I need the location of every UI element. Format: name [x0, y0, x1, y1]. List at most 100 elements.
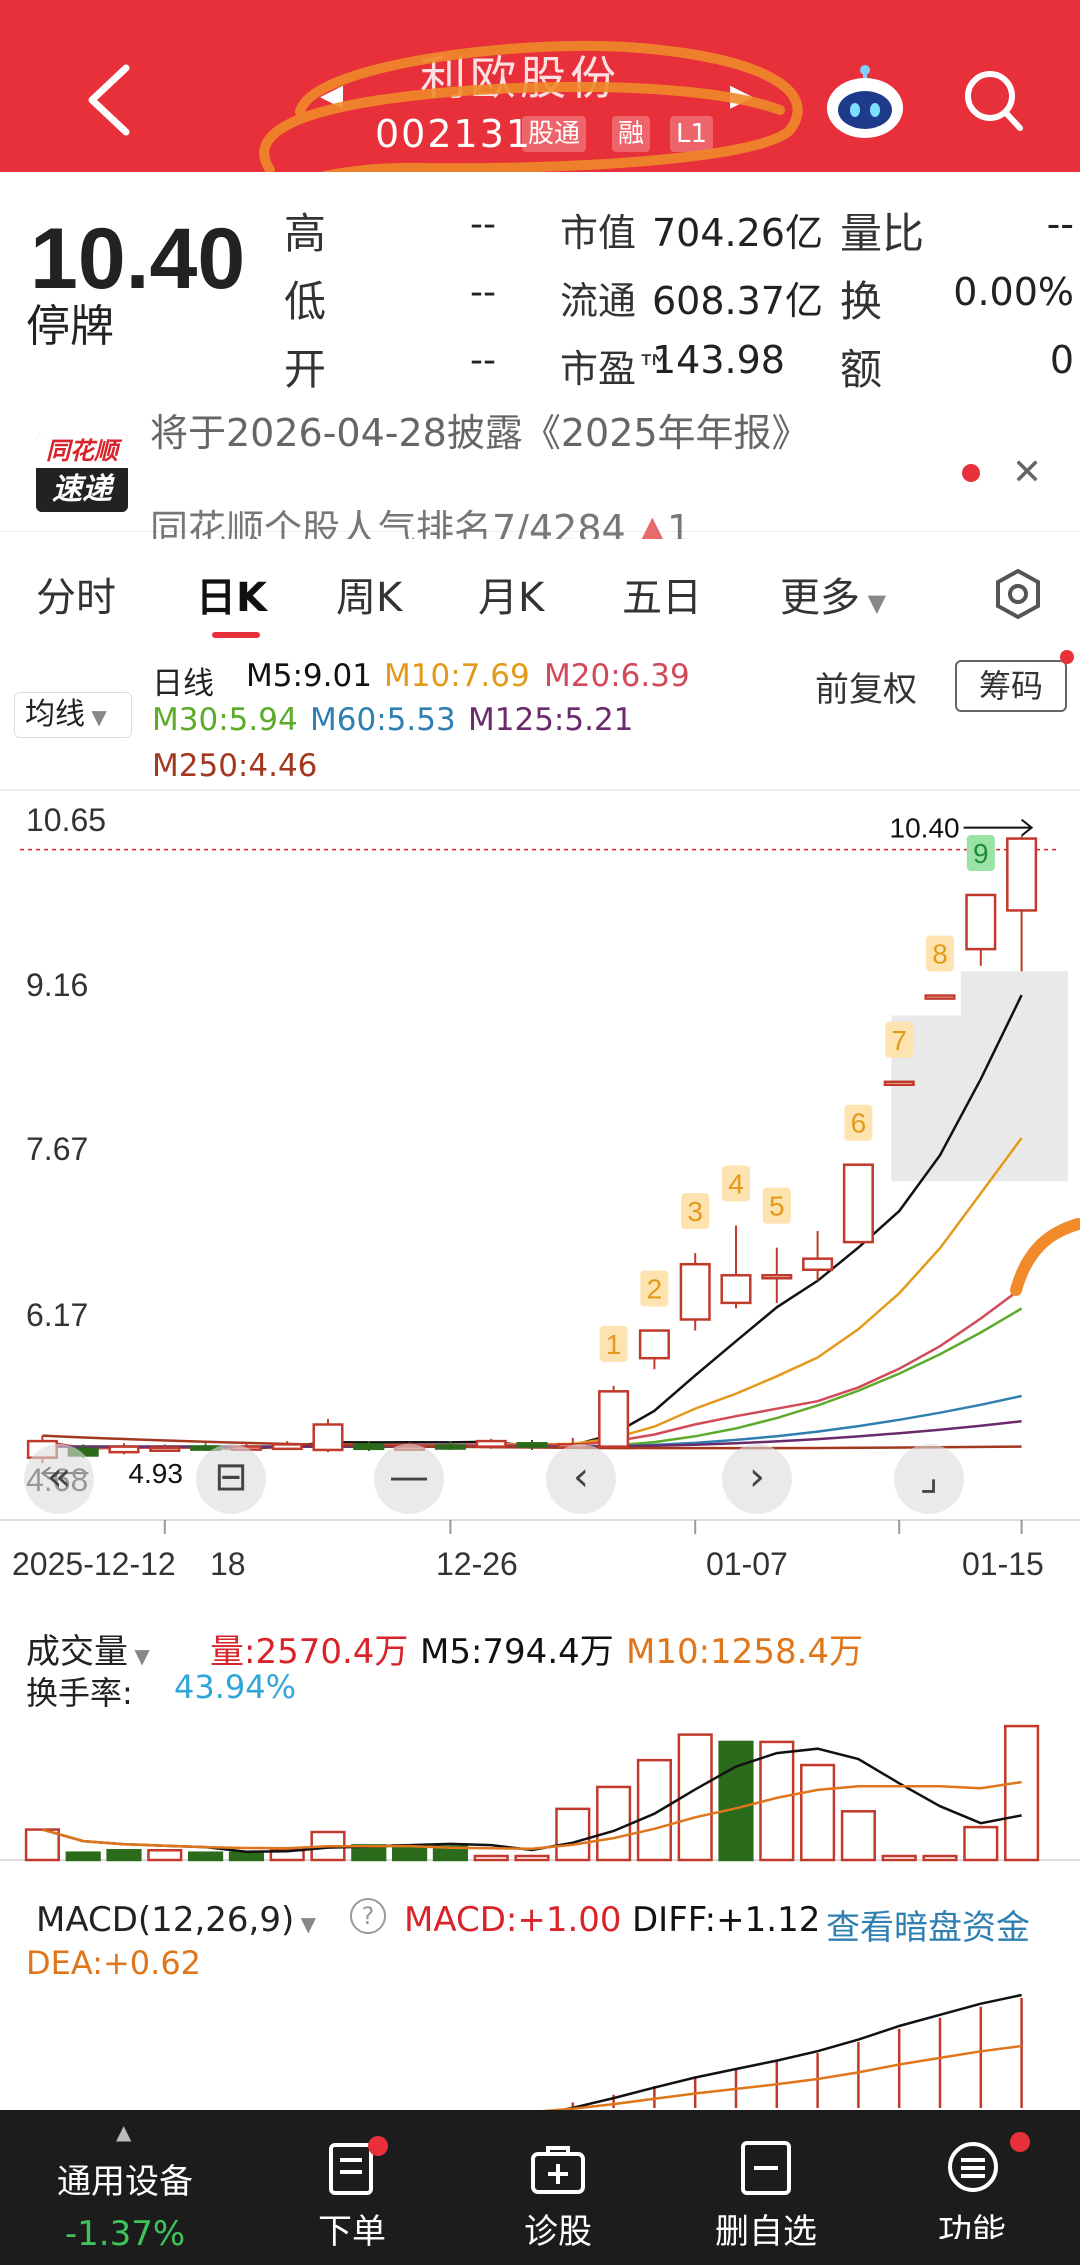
search-icon[interactable] — [962, 66, 1026, 136]
dark-pool-link[interactable]: 查看暗盘资金 — [826, 1908, 1030, 1948]
place-order-label: 下单 — [318, 2212, 386, 2252]
streak-badge: 4 — [722, 1165, 750, 1202]
quote-value: -- — [1046, 202, 1074, 246]
candle-body — [108, 1445, 140, 1454]
quote-label: 高 — [284, 209, 327, 258]
diagnose-stock-button[interactable]: 诊股 — [458, 2110, 658, 2265]
ma-selector-label: 均线 — [25, 697, 85, 732]
news-headline-2-text: 同花顺个股人气排名7/4284 — [150, 507, 626, 551]
dropdown-caret-icon: ▼ — [128, 1644, 150, 1668]
sector-button[interactable]: ▲ 通用设备 -1.37% — [20, 2110, 230, 2265]
tab-intraday[interactable]: 分时 — [36, 575, 116, 621]
remove-watchlist-button[interactable]: 删自选 — [666, 2110, 866, 2265]
candle-body — [271, 1443, 303, 1451]
y-tick-label: 7.67 — [26, 1131, 89, 1168]
candle-body — [312, 1423, 344, 1452]
volume-bar — [840, 1810, 876, 1862]
quote-label: 量比 — [840, 209, 925, 258]
fullscreen-button[interactable]: ⌟ — [894, 1444, 964, 1514]
zoom-in-button[interactable]: — — [374, 1444, 444, 1514]
zoom-out-icon: ⊟ — [214, 1454, 248, 1500]
macd-selector[interactable]: MACD(12,26,9) ▼ — [36, 1900, 316, 1940]
macd-chart[interactable] — [0, 1990, 1080, 2110]
diff-value: DIFF:+1.12 — [632, 1900, 821, 1940]
streak-badge: 6 — [844, 1104, 873, 1141]
tab-more[interactable]: 更多 ▼ — [780, 565, 886, 623]
chevron-left-icon: ‹ — [573, 1454, 589, 1500]
news-headline-1[interactable]: 将于2026-04-28披露《2025年年报》 — [150, 411, 810, 455]
quote-label: 市值 — [560, 211, 637, 255]
zoom-out-button[interactable]: ⊟ — [196, 1444, 266, 1514]
expand-up-icon: ▲ — [116, 2120, 132, 2144]
notification-dot — [1010, 2132, 1030, 2152]
tag-level1: L1 — [670, 116, 714, 152]
dropdown-caret-icon: ▼ — [294, 1912, 316, 1936]
candle-body — [761, 1274, 793, 1280]
tab-weekly-k[interactable]: 周K — [336, 575, 403, 621]
close-icon[interactable]: ✕ — [1012, 452, 1043, 493]
ma-line-m10 — [42, 1137, 1023, 1450]
orange-scribble-annotation — [254, 40, 803, 225]
volume-bar — [1004, 1724, 1040, 1862]
volume-chart[interactable] — [0, 1700, 1080, 1870]
candle-body — [149, 1446, 181, 1452]
sector-change: -1.37% — [64, 2214, 186, 2254]
tab-daily-k[interactable]: 日K — [196, 575, 267, 621]
streak-badge: 3 — [681, 1193, 710, 1230]
hot-count: 1 — [667, 507, 692, 551]
ma-selector-dropdown[interactable]: 均线 ▼ — [14, 692, 132, 738]
scroll-left-far-button[interactable]: « — [24, 1444, 94, 1514]
volume-selector[interactable]: 成交量 ▼ — [26, 1624, 150, 1673]
back-arrow-icon[interactable] — [80, 60, 144, 140]
tag-margin: 融 — [612, 116, 651, 152]
adjust-price-toggle[interactable]: 前复权 — [815, 670, 917, 710]
legend-m60: M60:5.53 — [310, 702, 456, 738]
ai-assistant-robot-icon[interactable] — [822, 60, 908, 146]
volume-bar — [636, 1758, 672, 1862]
quote-label: 换 — [840, 277, 883, 326]
tab-monthly-k[interactable]: 月K — [478, 575, 545, 621]
ma-line-m30 — [42, 1307, 1023, 1448]
candle-body — [883, 1080, 915, 1087]
notification-dot — [1060, 650, 1074, 664]
news-headline-2[interactable]: 同花顺个股人气排名7/4284 ▲1 — [150, 498, 692, 551]
hot-flame-icon: ▲ — [637, 507, 668, 551]
x-tick-label: 12-26 — [436, 1546, 518, 1582]
place-order-button[interactable]: 下单 — [252, 2110, 452, 2265]
volume-current: 量:2570.4万 — [210, 1632, 409, 1672]
settings-hexagon-icon[interactable] — [992, 568, 1044, 620]
chip-distribution-button[interactable]: 筹码 — [955, 660, 1067, 712]
news-source-logo: 同花顺 速递 — [36, 434, 128, 512]
menu-circle-icon — [948, 2142, 998, 2192]
news-ticker[interactable] — [0, 402, 1080, 532]
candle-body — [434, 1444, 466, 1450]
streak-label: 8 — [932, 939, 948, 970]
volume-m10: M10:1258.4万 — [626, 1632, 864, 1672]
scroll-right-button[interactable]: › — [722, 1444, 792, 1514]
stock-code: 002131 — [375, 112, 533, 156]
help-icon[interactable]: ? — [350, 1898, 386, 1934]
volume-bar — [881, 1854, 917, 1862]
functions-button[interactable]: 功能 — [872, 2110, 1072, 2265]
candlestick-chart[interactable]: 12 345 6 7 8 9 10.40 4.93 — [0, 780, 1080, 1580]
low-price-label: 4.93 — [128, 1458, 183, 1489]
scroll-left-button[interactable]: ‹ — [546, 1444, 616, 1514]
candle-body — [965, 893, 997, 951]
volume-bar — [922, 1854, 958, 1862]
x-tick-label: 01-15 — [962, 1546, 1044, 1582]
active-tab-underline — [212, 632, 260, 638]
macd-value: MACD:+1.00 — [404, 1900, 622, 1940]
candle-body — [802, 1257, 834, 1271]
order-doc-icon — [329, 2143, 373, 2195]
volume-bar — [963, 1825, 999, 1862]
candle-body — [679, 1262, 711, 1321]
x-tick-label: 18 — [210, 1546, 246, 1582]
x-tick-label: 01-07 — [706, 1546, 788, 1582]
candle-body — [475, 1439, 507, 1448]
quote-label: 开 — [284, 345, 327, 394]
orange-scribble-annotation — [1010, 1218, 1080, 1296]
streak-label: 7 — [891, 1025, 907, 1056]
tab-five-day[interactable]: 五日 — [622, 575, 702, 621]
volume-bar — [800, 1763, 836, 1862]
macd-diff-line — [555, 1993, 1022, 2110]
